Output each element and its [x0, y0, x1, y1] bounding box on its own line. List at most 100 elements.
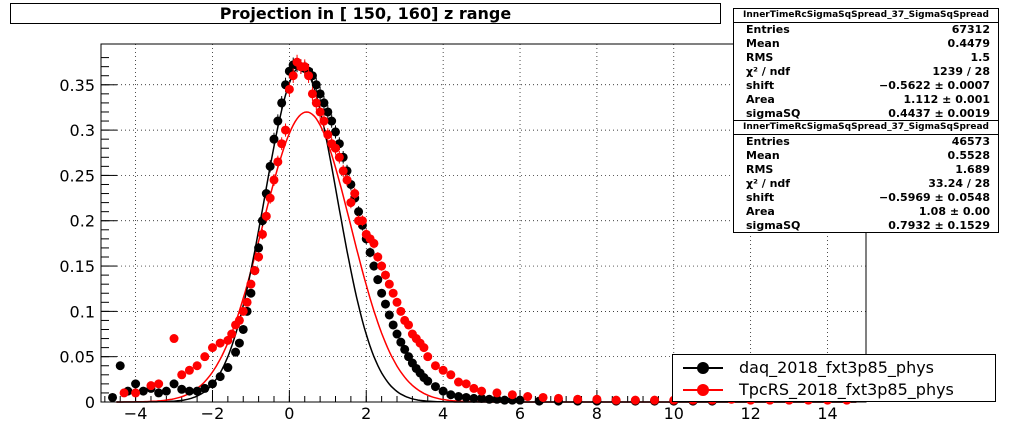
data-point — [169, 334, 179, 344]
x-tick-label: 14 — [817, 404, 837, 423]
stats-value: 0.4437 ± 0.0019 — [888, 107, 990, 120]
data-point — [273, 116, 283, 126]
x-tick-label: 4 — [438, 404, 448, 423]
data-point — [469, 393, 479, 403]
stats-value: 1.08 ± 0.00 — [918, 205, 990, 218]
data-point — [246, 288, 256, 298]
data-point — [350, 189, 360, 199]
data-point — [334, 152, 344, 162]
data-point — [357, 216, 367, 226]
data-point — [354, 207, 364, 217]
x-tick-label: 0 — [284, 404, 294, 423]
x-tick-label: 8 — [592, 404, 602, 423]
data-point — [446, 370, 456, 380]
x-tick-label: −2 — [201, 404, 225, 423]
data-point — [200, 383, 210, 393]
stats-label: χ² / ndf — [746, 177, 791, 190]
data-point — [215, 372, 225, 382]
stats-label: Area — [746, 205, 775, 218]
data-point — [131, 379, 141, 389]
data-point — [315, 107, 325, 117]
data-point — [273, 157, 283, 167]
data-point — [396, 337, 406, 347]
stats-value: 0.4479 — [947, 37, 990, 50]
data-point — [154, 379, 164, 389]
data-point — [265, 193, 275, 203]
data-point — [319, 98, 329, 108]
legend: daq_2018_fxt3p85_phys TpcRS_2018_fxt3p85… — [672, 354, 996, 402]
stats-label: Mean — [746, 149, 780, 162]
data-point — [246, 279, 256, 289]
data-point — [207, 343, 217, 353]
y-tick-label: 0 — [85, 393, 95, 412]
data-point — [227, 329, 237, 339]
data-point — [184, 365, 194, 375]
data-point — [115, 361, 125, 371]
data-point — [373, 252, 383, 262]
stats-label: shift — [746, 79, 775, 92]
data-point — [323, 130, 333, 140]
data-point — [461, 379, 471, 389]
stats-value: 0.5528 — [947, 149, 990, 162]
data-point — [284, 84, 294, 94]
x-tick-label: 6 — [515, 404, 525, 423]
data-point — [430, 361, 440, 371]
data-point — [207, 379, 217, 389]
data-point — [242, 297, 252, 307]
data-point — [192, 386, 202, 396]
stats-label: RMS — [746, 163, 774, 176]
stats-value: 1239 / 28 — [932, 65, 990, 78]
data-point — [419, 343, 429, 353]
stats-header: InnerTimeRcSigmaSqSpread_37_SigmaSqSprea… — [734, 121, 998, 135]
stats-label: Area — [746, 93, 775, 106]
data-point — [200, 352, 210, 362]
data-point — [469, 383, 479, 393]
data-point — [592, 394, 602, 404]
data-point — [319, 116, 329, 126]
stats-label: χ² / ndf — [746, 65, 791, 78]
data-point — [553, 393, 563, 403]
y-tick-label: 0.1 — [70, 302, 95, 321]
data-point — [330, 143, 340, 153]
data-point — [388, 288, 398, 298]
data-point — [177, 384, 187, 394]
data-point — [342, 175, 352, 185]
data-point — [184, 386, 194, 396]
data-point — [573, 394, 583, 404]
data-point — [392, 329, 402, 339]
stats-header: InnerTimeRcSigmaSqSpread_37_SigmaSqSprea… — [734, 9, 998, 23]
data-point — [281, 125, 291, 135]
data-point — [396, 306, 406, 316]
data-point — [311, 98, 321, 108]
legend-item-daq: daq_2018_fxt3p85_phys — [673, 357, 995, 379]
x-tick-label: −4 — [124, 404, 148, 423]
data-point — [380, 270, 390, 280]
x-tick-label: 2 — [361, 404, 371, 423]
legend-item-tpcrs: TpcRS_2018_fxt3p85_phys — [673, 379, 995, 401]
x-tick-label: 12 — [740, 404, 760, 423]
y-tick-label: 0.05 — [59, 348, 95, 367]
data-point — [269, 175, 279, 185]
data-point — [365, 247, 375, 257]
data-point — [369, 238, 379, 248]
data-point — [257, 229, 267, 239]
y-tick-label: 0.2 — [70, 212, 95, 231]
data-point — [261, 211, 271, 221]
data-point — [330, 127, 340, 137]
data-point — [392, 297, 402, 307]
data-point — [404, 320, 414, 330]
data-point — [254, 252, 264, 262]
data-point — [507, 390, 517, 400]
data-point — [477, 386, 487, 396]
data-point — [131, 388, 141, 398]
stats-box-tpcrs: InnerTimeRcSigmaSqSpread_37_SigmaSqSprea… — [733, 120, 999, 233]
data-point — [269, 134, 279, 144]
data-point — [492, 388, 502, 398]
data-point — [238, 306, 248, 316]
data-point — [369, 261, 379, 271]
data-point — [423, 352, 433, 362]
data-point — [400, 344, 410, 354]
data-point — [438, 365, 448, 375]
y-tick-label: 0.15 — [59, 257, 95, 276]
